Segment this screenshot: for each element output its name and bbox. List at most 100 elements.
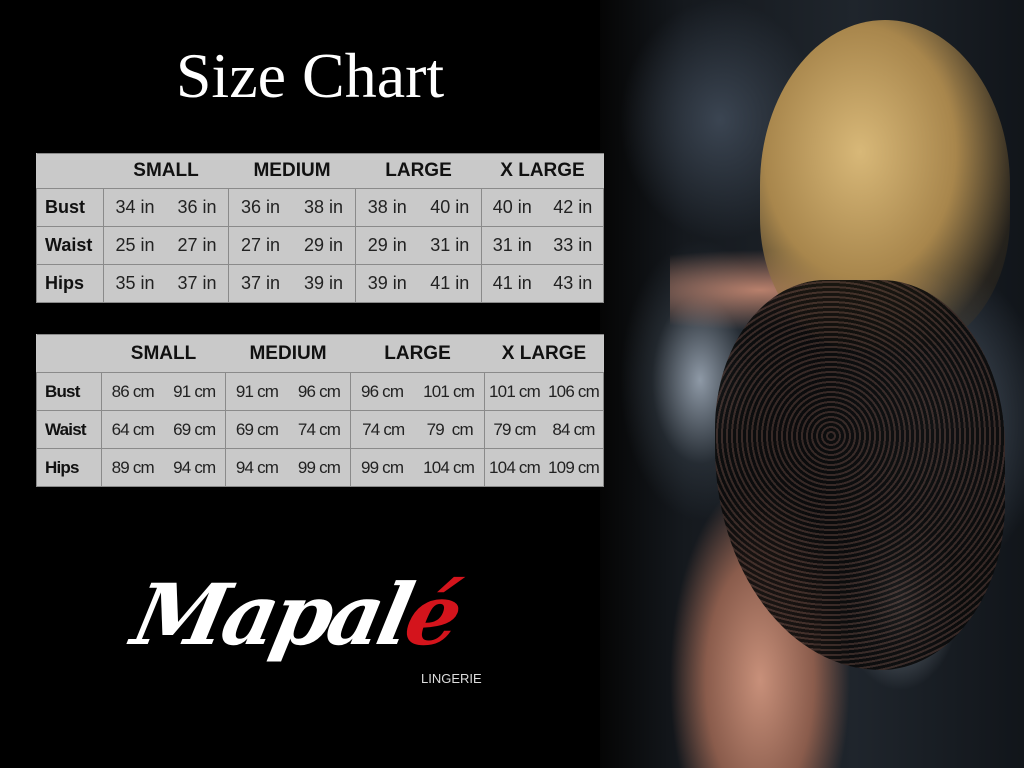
range-max: 79 cm (426, 419, 474, 439)
measurement-label: Waist (36, 410, 102, 449)
size-header: X LARGE (481, 153, 604, 189)
range-max: 38 in (303, 197, 344, 217)
measurement-label: Waist (36, 226, 104, 265)
range-max: 96 cm (297, 381, 341, 401)
size-header: LARGE (350, 334, 485, 373)
range-min: 34 in (115, 197, 155, 217)
size-header: MEDIUM (228, 153, 356, 189)
range-min: 91 cm (235, 381, 279, 401)
size-header: LARGE (355, 153, 482, 189)
measurement-label: Hips (36, 448, 102, 487)
table-row: Hips 89 cm 94 cm 94 cm 99 cm 99 cm 104 cm 104 c… (36, 448, 604, 487)
range-min: 37 in (240, 273, 281, 293)
table-row: Bust 86 cm 91 cm 91 cm 96 cm 96 cm 101 cm 101 c… (36, 372, 604, 411)
range-max: 69 cm (173, 419, 216, 439)
range-min: 69 cm (235, 419, 279, 439)
size-range-cell: 31 in 33 in (481, 226, 604, 265)
range-min: 31 in (492, 235, 532, 255)
range-max: 33 in (553, 235, 593, 255)
range-max: 106 cm (548, 381, 600, 401)
range-max: 43 in (553, 273, 593, 293)
range-max: 39 in (303, 273, 344, 293)
range-max: 29 in (303, 235, 344, 255)
size-range-cell: 89 cm 94 cm (101, 448, 226, 487)
logo-subtitle: LINGERIE (421, 671, 482, 686)
header-empty (36, 153, 104, 189)
table-row: Bust 34 in 36 in 36 in 38 in 38 in 40 in 40 in 4… (36, 188, 604, 227)
range-min: 39 in (367, 273, 407, 293)
size-range-cell: 104 cm 109 cm (484, 448, 604, 487)
size-range-cell: 69 cm 74 cm (225, 410, 351, 449)
size-range-cell: 86 cm 91 cm (101, 372, 226, 411)
size-table-inches: SMALL MEDIUM LARGE X LARGE Bust 34 in 36 in 36 … (36, 153, 604, 303)
range-max: 101 cm (423, 381, 475, 401)
size-range-cell: 36 in 38 in (228, 188, 356, 227)
measurement-label: Bust (36, 188, 104, 227)
range-max: 42 in (553, 197, 593, 217)
measurement-label: Bust (36, 372, 102, 411)
size-range-cell: 39 in 41 in (355, 264, 482, 303)
size-range-cell: 34 in 36 in (103, 188, 229, 227)
measurement-label: Hips (36, 264, 104, 303)
size-range-cell: 64 cm 69 cm (101, 410, 226, 449)
size-range-cell: 91 cm 96 cm (225, 372, 351, 411)
table-row: Waist 64 cm 69 cm 69 cm 74 cm 74 cm 79 cm 79 cm… (36, 410, 604, 449)
range-max: 40 in (430, 197, 470, 217)
range-min: 101 cm (489, 381, 541, 401)
header-row: SMALL MEDIUM LARGE X LARGE (36, 153, 604, 189)
size-range-cell: 35 in 37 in (103, 264, 229, 303)
range-max: 27 in (177, 235, 217, 255)
size-range-cell: 99 cm 104 cm (350, 448, 485, 487)
range-min: 86 cm (111, 381, 155, 401)
size-range-cell: 25 in 27 in (103, 226, 229, 265)
range-max: 91 cm (173, 381, 216, 401)
size-range-cell: 101 cm 106 cm (484, 372, 604, 411)
table-row: Waist 25 in 27 in 27 in 29 in 29 in 31 in 31 in… (36, 226, 604, 265)
model-photo-bodysuit (715, 280, 1005, 670)
size-range-cell: 40 in 42 in (481, 188, 604, 227)
range-min: 79 cm (493, 419, 536, 439)
range-min: 64 cm (111, 419, 155, 439)
size-range-cell: 74 cm 79 cm (350, 410, 485, 449)
size-range-cell: 37 in 39 in (228, 264, 356, 303)
brand-logo: Mapalé LINGERIE (124, 565, 495, 695)
size-range-cell: 27 in 29 in (228, 226, 356, 265)
size-header: SMALL (101, 334, 226, 373)
range-min: 38 in (367, 197, 407, 217)
table-row: Hips 35 in 37 in 37 in 39 in 39 in 41 in 41 in 4… (36, 264, 604, 303)
page-title: Size Chart (175, 40, 445, 111)
header-row: SMALL MEDIUM LARGE X LARGE (36, 334, 604, 373)
size-header: SMALL (103, 153, 229, 189)
range-min: 96 cm (360, 381, 404, 401)
range-min: 35 in (115, 273, 155, 293)
range-min: 36 in (240, 197, 281, 217)
range-max: 41 in (430, 273, 470, 293)
range-max: 31 in (430, 235, 470, 255)
range-max: 109 cm (548, 457, 600, 477)
range-min: 94 cm (235, 457, 279, 477)
size-range-cell: 79 cm 84 cm (484, 410, 604, 449)
range-max: 94 cm (173, 457, 216, 477)
size-range-cell: 29 in 31 in (355, 226, 482, 265)
range-max: 99 cm (297, 457, 341, 477)
size-table-cm: SMALL MEDIUM LARGE X LARGE Bust 86 cm 91 cm 91 … (36, 334, 604, 487)
range-min: 99 cm (360, 457, 404, 477)
size-header: MEDIUM (225, 334, 351, 373)
range-max: 104 cm (423, 457, 475, 477)
range-max: 37 in (177, 273, 217, 293)
size-range-cell: 41 in 43 in (481, 264, 604, 303)
range-min: 29 in (367, 235, 407, 255)
range-max: 74 cm (297, 419, 341, 439)
size-range-cell: 38 in 40 in (355, 188, 482, 227)
range-max: 84 cm (552, 419, 595, 439)
range-min: 25 in (115, 235, 155, 255)
range-min: 104 cm (489, 457, 541, 477)
header-empty (36, 334, 102, 373)
range-min: 40 in (492, 197, 532, 217)
range-min: 89 cm (111, 457, 155, 477)
range-min: 74 cm (362, 419, 405, 439)
size-range-cell: 94 cm 99 cm (225, 448, 351, 487)
range-max: 36 in (177, 197, 217, 217)
logo-wordmark: Mapalé (124, 565, 468, 664)
range-min: 27 in (240, 235, 281, 255)
